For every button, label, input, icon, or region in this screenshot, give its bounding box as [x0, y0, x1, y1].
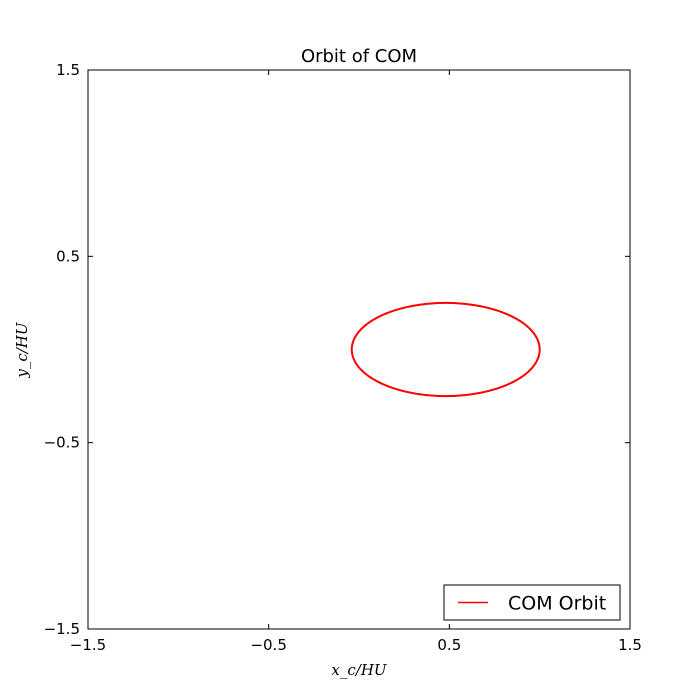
series-line-com-orbit [350, 301, 541, 398]
x-axis-label: x_c/HU [331, 661, 387, 679]
legend-label: COM Orbit [508, 593, 606, 615]
chart-title: Orbit of COM [301, 46, 417, 67]
y-tick-label: 1.5 [56, 61, 80, 79]
y-axis-label: y_c/HU [13, 321, 31, 379]
plot-frame [87, 69, 631, 630]
x-tick-label: −1.5 [70, 636, 106, 654]
legend: COM Orbit [443, 584, 621, 621]
x-tick-label: 1.5 [618, 636, 642, 654]
y-tick-label: −1.5 [44, 620, 80, 638]
x-tick-label: −0.5 [250, 636, 286, 654]
y-tick-label: −0.5 [44, 434, 80, 452]
y-tick-label: 0.5 [56, 247, 80, 265]
legend-box [443, 584, 621, 621]
x-tick-label: 0.5 [437, 636, 461, 654]
plot-area: −1.5 −0.5 0.5 1.5 −1.5 −0.5 0.5 1.5 [44, 61, 642, 654]
